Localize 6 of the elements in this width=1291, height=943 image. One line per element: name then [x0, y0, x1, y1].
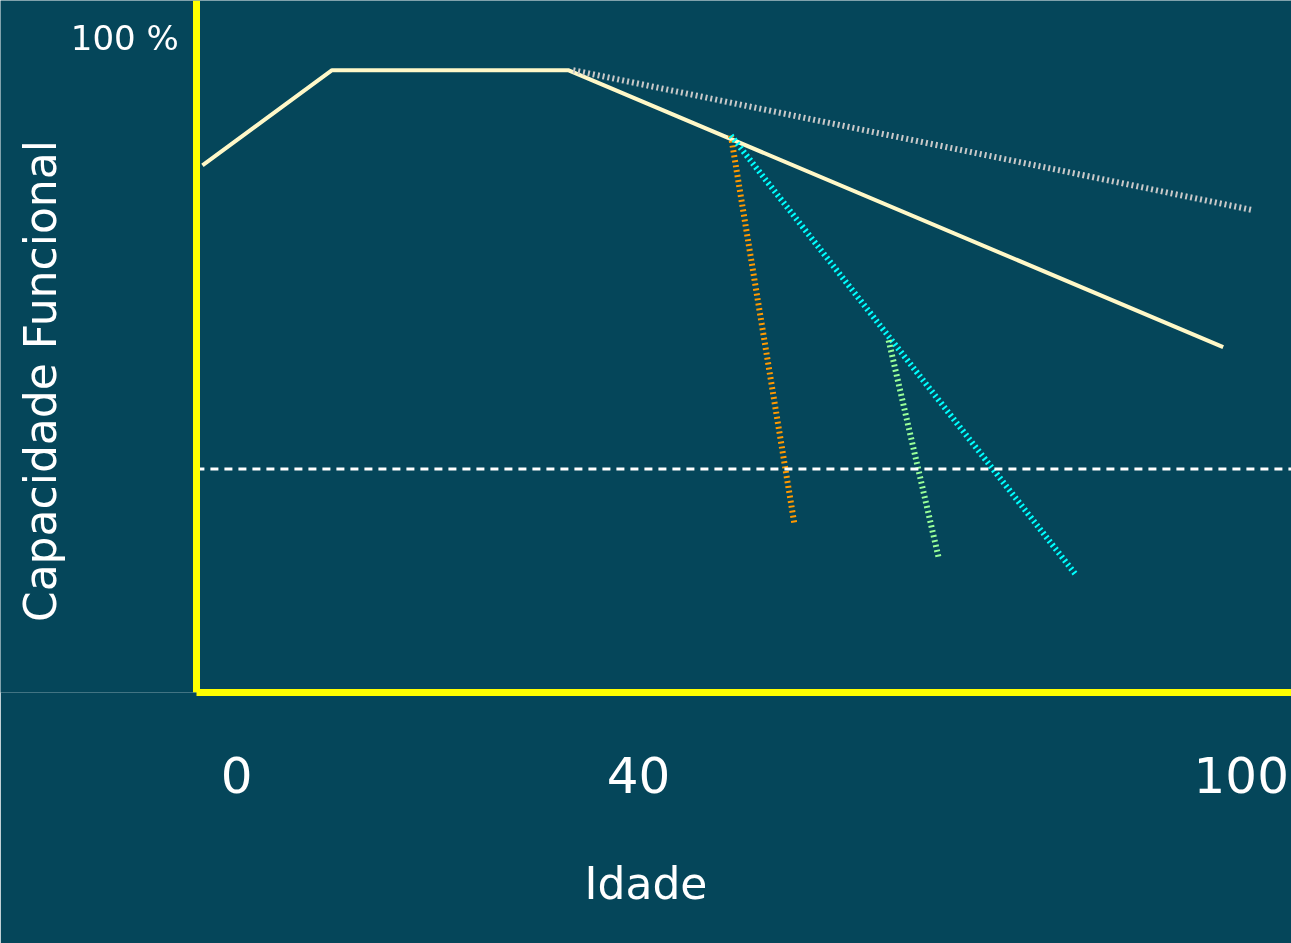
x-axis-title: Idade [584, 857, 708, 909]
x-tick-label: 0 [220, 746, 253, 805]
x-tick-label: 100 [1193, 746, 1289, 805]
text: 100 % [70, 17, 179, 58]
y-axis-title: Capacidade Funcional [15, 140, 67, 623]
x-tick-label: 40 [606, 746, 671, 805]
